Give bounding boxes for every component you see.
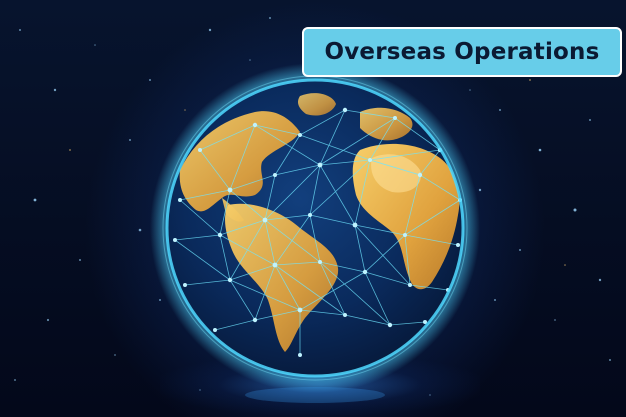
globe-rim	[165, 78, 465, 378]
title-badge: Overseas Operations	[302, 27, 622, 77]
title-text: Overseas Operations	[324, 39, 600, 65]
globe-reflection	[245, 387, 385, 403]
continent-greenland	[298, 93, 336, 116]
continent-europe	[360, 107, 413, 141]
network-nodes	[173, 107, 462, 357]
continent-north-america	[179, 111, 300, 212]
